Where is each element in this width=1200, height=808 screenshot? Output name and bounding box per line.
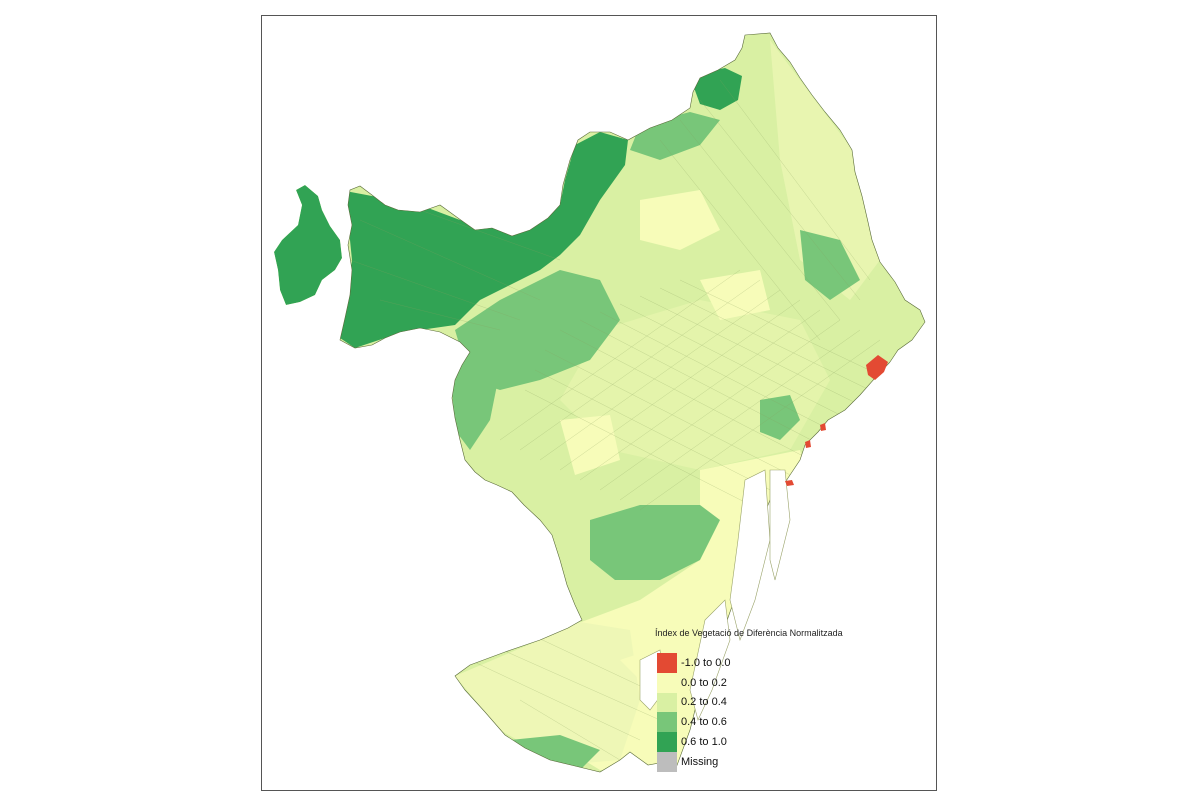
legend-label: 0.2 to 0.4	[681, 696, 727, 709]
mid-green-northwest	[455, 270, 620, 390]
legend-label: -1.0 to 0.0	[681, 656, 731, 669]
map-legend: Índex de Vegetació de Diferència Normali…	[655, 628, 855, 772]
red-patch-coast-2	[820, 423, 826, 431]
legend-item: 0.6 to 1.0	[657, 732, 855, 752]
red-patch-forum	[866, 355, 888, 380]
legend-rows: -1.0 to 0.0 0.0 to 0.2 0.2 to 0.4 0.4 to…	[655, 653, 855, 772]
legend-label: 0.6 to 1.0	[681, 736, 727, 749]
legend-item: 0.4 to 0.6	[657, 712, 855, 733]
parcel-grid	[349, 79, 891, 761]
legend-swatch	[657, 672, 677, 693]
legend-swatch	[657, 751, 677, 772]
mid-green-ciutadella	[760, 395, 800, 440]
city-boundary	[339, 32, 926, 773]
light-patch-c	[700, 270, 770, 320]
legend-title: Índex de Vegetació de Diferència Normali…	[655, 628, 843, 638]
legend-label: 0.4 to 0.6	[681, 716, 727, 729]
red-patch-coast-3	[785, 480, 794, 486]
light-patch-a	[640, 190, 720, 250]
red-patch-coast-1	[805, 440, 811, 448]
legend-label: Missing	[681, 755, 719, 768]
legend-swatch	[657, 653, 677, 673]
legend-swatch	[657, 692, 677, 713]
port-piers	[639, 469, 791, 721]
legend-swatch	[657, 712, 677, 733]
legend-item: Missing	[657, 751, 855, 772]
legend-item: 0.2 to 0.4	[657, 692, 855, 713]
mid-green-east	[800, 230, 860, 300]
park-north	[693, 68, 742, 110]
legend-swatch	[657, 732, 677, 752]
legend-item: -1.0 to 0.0	[657, 653, 855, 673]
light-patch-b	[560, 415, 620, 475]
collserola-zone-island	[274, 185, 342, 305]
legend-label: 0.0 to 0.2	[681, 676, 727, 689]
mid-green-montjuic	[590, 505, 720, 580]
mid-green-tibidabo	[450, 352, 500, 450]
collserola-zone-west	[340, 132, 628, 348]
negative-ndvi-patches	[785, 355, 888, 486]
zona-franca-zone	[455, 622, 640, 765]
legend-item: 0.0 to 0.2	[657, 672, 855, 693]
nordest-zone	[770, 40, 880, 300]
